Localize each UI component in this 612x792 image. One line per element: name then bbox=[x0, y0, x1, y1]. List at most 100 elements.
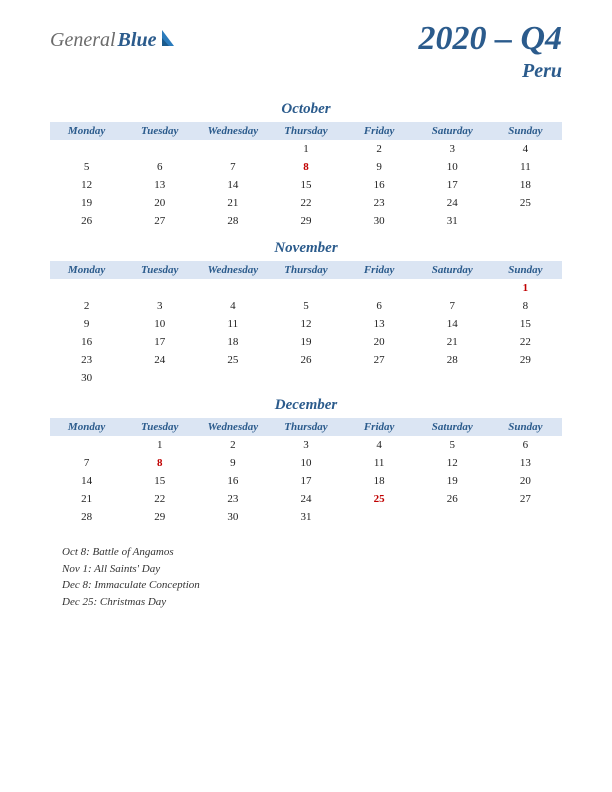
table-row: 16171819202122 bbox=[50, 333, 562, 351]
day-header: Saturday bbox=[416, 418, 489, 436]
day-cell: 25 bbox=[196, 351, 269, 369]
table-row: 21222324252627 bbox=[50, 490, 562, 508]
day-cell: 28 bbox=[50, 508, 123, 526]
country-label: Peru bbox=[418, 60, 562, 83]
day-cell: 22 bbox=[269, 194, 342, 212]
day-cell: 26 bbox=[269, 351, 342, 369]
day-cell bbox=[343, 369, 416, 387]
table-row: 123456 bbox=[50, 436, 562, 454]
holidays-list: Oct 8: Battle of AngamosNov 1: All Saint… bbox=[62, 544, 562, 610]
day-cell: 24 bbox=[416, 194, 489, 212]
table-row: 2345678 bbox=[50, 297, 562, 315]
day-cell: 13 bbox=[489, 454, 562, 472]
table-row: 14151617181920 bbox=[50, 472, 562, 490]
day-cell: 29 bbox=[123, 508, 196, 526]
day-cell: 14 bbox=[50, 472, 123, 490]
day-cell: 13 bbox=[123, 176, 196, 194]
table-row: 567891011 bbox=[50, 158, 562, 176]
day-cell: 17 bbox=[416, 176, 489, 194]
day-cell: 2 bbox=[343, 140, 416, 158]
day-cell: 23 bbox=[50, 351, 123, 369]
header: General Blue 2020 – Q4 Peru bbox=[50, 20, 562, 83]
day-header: Saturday bbox=[416, 122, 489, 140]
month-block: DecemberMondayTuesdayWednesdayThursdayFr… bbox=[50, 397, 562, 526]
day-header: Friday bbox=[343, 418, 416, 436]
day-cell: 30 bbox=[343, 212, 416, 230]
day-header: Wednesday bbox=[196, 261, 269, 279]
day-cell: 5 bbox=[416, 436, 489, 454]
day-header: Tuesday bbox=[123, 261, 196, 279]
day-header: Monday bbox=[50, 122, 123, 140]
day-cell: 29 bbox=[269, 212, 342, 230]
day-header: Tuesday bbox=[123, 418, 196, 436]
day-cell bbox=[489, 369, 562, 387]
day-cell: 9 bbox=[50, 315, 123, 333]
day-cell: 18 bbox=[489, 176, 562, 194]
logo: General Blue bbox=[50, 28, 178, 53]
day-cell: 10 bbox=[416, 158, 489, 176]
day-cell: 20 bbox=[343, 333, 416, 351]
day-cell: 19 bbox=[416, 472, 489, 490]
table-row: 30 bbox=[50, 369, 562, 387]
month-name: December bbox=[50, 397, 562, 414]
day-cell: 28 bbox=[196, 212, 269, 230]
day-cell bbox=[416, 369, 489, 387]
day-cell: 26 bbox=[50, 212, 123, 230]
day-cell: 3 bbox=[123, 297, 196, 315]
holiday-line: Nov 1: All Saints' Day bbox=[62, 561, 562, 578]
day-cell: 3 bbox=[269, 436, 342, 454]
day-cell bbox=[416, 279, 489, 297]
table-row: 262728293031 bbox=[50, 212, 562, 230]
day-cell: 1 bbox=[269, 140, 342, 158]
day-cell: 15 bbox=[269, 176, 342, 194]
day-header: Saturday bbox=[416, 261, 489, 279]
day-cell bbox=[343, 279, 416, 297]
day-header: Friday bbox=[343, 261, 416, 279]
quarter-title: 2020 – Q4 bbox=[418, 20, 562, 58]
day-header: Thursday bbox=[269, 418, 342, 436]
day-cell: 23 bbox=[196, 490, 269, 508]
day-cell: 22 bbox=[123, 490, 196, 508]
day-cell bbox=[123, 369, 196, 387]
day-cell: 25 bbox=[489, 194, 562, 212]
day-cell: 6 bbox=[489, 436, 562, 454]
day-cell: 8 bbox=[123, 454, 196, 472]
day-header: Friday bbox=[343, 122, 416, 140]
table-row: 28293031 bbox=[50, 508, 562, 526]
day-cell: 30 bbox=[196, 508, 269, 526]
day-cell: 10 bbox=[123, 315, 196, 333]
day-cell: 5 bbox=[269, 297, 342, 315]
day-cell: 28 bbox=[416, 351, 489, 369]
day-cell bbox=[489, 508, 562, 526]
table-row: 12131415161718 bbox=[50, 176, 562, 194]
day-cell: 20 bbox=[489, 472, 562, 490]
day-cell bbox=[196, 140, 269, 158]
day-cell: 21 bbox=[416, 333, 489, 351]
day-cell: 25 bbox=[343, 490, 416, 508]
table-row: 23242526272829 bbox=[50, 351, 562, 369]
day-header: Thursday bbox=[269, 122, 342, 140]
day-cell: 3 bbox=[416, 140, 489, 158]
month-block: OctoberMondayTuesdayWednesdayThursdayFri… bbox=[50, 101, 562, 230]
day-cell bbox=[196, 279, 269, 297]
day-cell: 4 bbox=[343, 436, 416, 454]
day-header: Sunday bbox=[489, 261, 562, 279]
day-cell: 30 bbox=[50, 369, 123, 387]
logo-text-general: General bbox=[50, 29, 116, 52]
month-name: October bbox=[50, 101, 562, 118]
day-cell: 27 bbox=[489, 490, 562, 508]
day-cell bbox=[123, 279, 196, 297]
day-cell: 6 bbox=[123, 158, 196, 176]
day-cell: 1 bbox=[123, 436, 196, 454]
day-header: Sunday bbox=[489, 418, 562, 436]
day-cell: 31 bbox=[416, 212, 489, 230]
day-cell: 7 bbox=[416, 297, 489, 315]
day-cell: 7 bbox=[196, 158, 269, 176]
day-cell: 18 bbox=[343, 472, 416, 490]
month-name: November bbox=[50, 240, 562, 257]
title-block: 2020 – Q4 Peru bbox=[418, 20, 562, 83]
day-cell: 12 bbox=[50, 176, 123, 194]
day-cell: 16 bbox=[50, 333, 123, 351]
day-cell: 12 bbox=[269, 315, 342, 333]
day-cell: 22 bbox=[489, 333, 562, 351]
